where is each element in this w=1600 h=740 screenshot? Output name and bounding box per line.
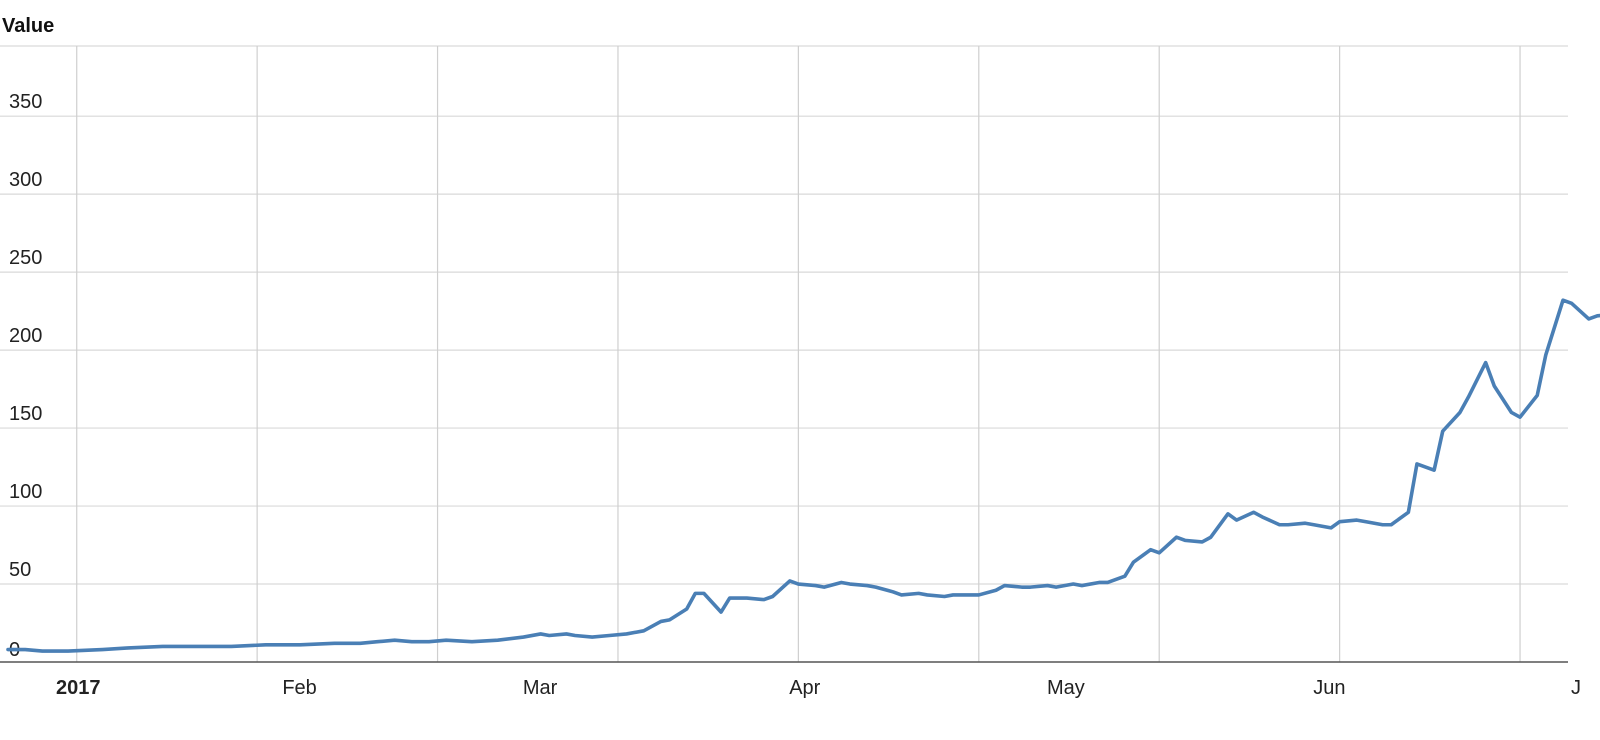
- series-line: [6, 298, 1600, 653]
- x-tick-label: Mar: [523, 677, 558, 699]
- x-tick-label: Jun: [1313, 677, 1345, 699]
- x-tick-label: Apr: [789, 677, 820, 699]
- x-tick-label: J: [1571, 677, 1581, 699]
- y-tick-label: 100: [9, 481, 42, 503]
- series-layer: [6, 298, 1600, 653]
- x-tick-label: Feb: [282, 677, 316, 699]
- x-tick-label: 2017: [56, 677, 101, 699]
- y-tick-label: 350: [9, 91, 42, 113]
- y-axis-title: Value: [2, 15, 54, 37]
- y-tick-label: 150: [9, 403, 42, 425]
- y-tick-label: 200: [9, 325, 42, 347]
- grid-layer: [0, 45, 1568, 662]
- y-tick-label: 50: [9, 559, 31, 581]
- y-tick-label: 250: [9, 247, 42, 269]
- y-tick-label: 300: [9, 169, 42, 191]
- x-tick-label: May: [1047, 677, 1085, 699]
